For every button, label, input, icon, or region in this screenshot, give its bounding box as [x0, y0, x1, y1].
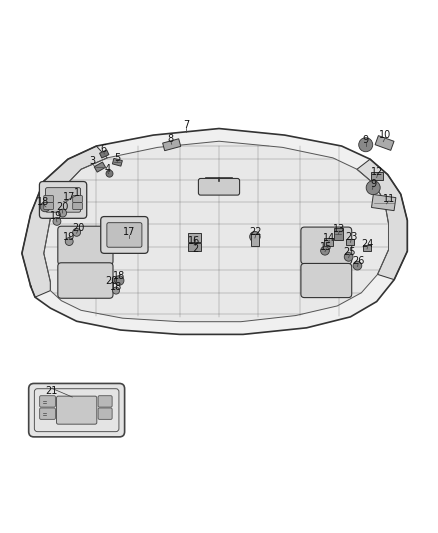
Circle shape: [344, 253, 353, 261]
Text: 20: 20: [72, 223, 84, 233]
FancyBboxPatch shape: [198, 179, 240, 195]
Text: 8: 8: [168, 134, 174, 144]
FancyBboxPatch shape: [28, 383, 124, 437]
Text: 25: 25: [343, 247, 356, 257]
Text: 17: 17: [63, 192, 75, 203]
Text: 10: 10: [379, 130, 392, 140]
Circle shape: [353, 261, 362, 270]
FancyBboxPatch shape: [98, 395, 112, 407]
Text: 16: 16: [188, 236, 201, 246]
Text: 19: 19: [50, 211, 62, 221]
Polygon shape: [22, 146, 107, 297]
Text: 5: 5: [114, 153, 120, 163]
Circle shape: [359, 138, 373, 152]
Text: 6: 6: [101, 144, 107, 154]
Text: 4: 4: [104, 164, 110, 174]
Text: 1: 1: [74, 188, 80, 198]
FancyBboxPatch shape: [39, 182, 87, 219]
FancyBboxPatch shape: [73, 203, 82, 209]
FancyBboxPatch shape: [98, 408, 112, 419]
Bar: [162, 139, 181, 151]
FancyBboxPatch shape: [101, 216, 148, 253]
Text: 13: 13: [333, 224, 346, 235]
Text: 14: 14: [323, 233, 336, 243]
FancyBboxPatch shape: [44, 196, 53, 203]
FancyBboxPatch shape: [301, 227, 352, 264]
Text: 26: 26: [352, 256, 364, 266]
Bar: [94, 162, 106, 172]
Text: 20: 20: [56, 203, 68, 212]
Text: 23: 23: [345, 232, 357, 242]
Bar: [371, 195, 396, 211]
Bar: [324, 238, 333, 246]
Bar: [363, 245, 371, 251]
FancyBboxPatch shape: [107, 223, 142, 247]
Circle shape: [366, 181, 380, 195]
Polygon shape: [22, 128, 407, 334]
FancyBboxPatch shape: [39, 408, 55, 419]
Text: 12: 12: [371, 167, 384, 177]
Text: 2: 2: [192, 244, 198, 254]
Text: 7: 7: [183, 120, 189, 131]
Text: 19: 19: [63, 232, 75, 242]
Circle shape: [106, 170, 113, 177]
Bar: [113, 158, 122, 166]
FancyBboxPatch shape: [58, 263, 113, 298]
Text: 22: 22: [250, 228, 262, 237]
FancyBboxPatch shape: [301, 263, 352, 297]
Text: 17: 17: [123, 228, 135, 237]
Bar: [334, 228, 343, 240]
Circle shape: [40, 202, 50, 212]
FancyBboxPatch shape: [57, 396, 97, 424]
Text: 11: 11: [383, 193, 395, 204]
Circle shape: [65, 238, 73, 246]
Bar: [188, 243, 201, 251]
Bar: [99, 150, 109, 158]
Polygon shape: [44, 141, 389, 322]
Text: 9: 9: [363, 135, 369, 146]
Text: 9: 9: [370, 179, 376, 189]
Text: 3: 3: [89, 156, 95, 166]
Bar: [375, 135, 394, 150]
Circle shape: [321, 246, 329, 255]
Circle shape: [53, 217, 61, 225]
Text: 24: 24: [362, 239, 374, 249]
Polygon shape: [357, 159, 407, 280]
Circle shape: [250, 231, 260, 242]
Text: 18: 18: [110, 281, 122, 292]
FancyBboxPatch shape: [39, 395, 55, 407]
Bar: [346, 239, 354, 245]
Text: 18: 18: [37, 197, 49, 207]
Circle shape: [113, 287, 120, 294]
Text: 20: 20: [106, 276, 118, 286]
Bar: [371, 172, 383, 180]
Text: 21: 21: [46, 386, 58, 397]
Text: 18: 18: [113, 271, 125, 281]
Bar: [188, 233, 201, 241]
Circle shape: [59, 209, 67, 217]
FancyBboxPatch shape: [44, 203, 53, 209]
Circle shape: [73, 229, 81, 236]
Text: 15: 15: [320, 242, 332, 252]
Bar: [251, 234, 259, 246]
FancyBboxPatch shape: [58, 226, 113, 265]
Circle shape: [114, 276, 124, 285]
FancyBboxPatch shape: [73, 196, 82, 203]
FancyBboxPatch shape: [46, 188, 81, 212]
